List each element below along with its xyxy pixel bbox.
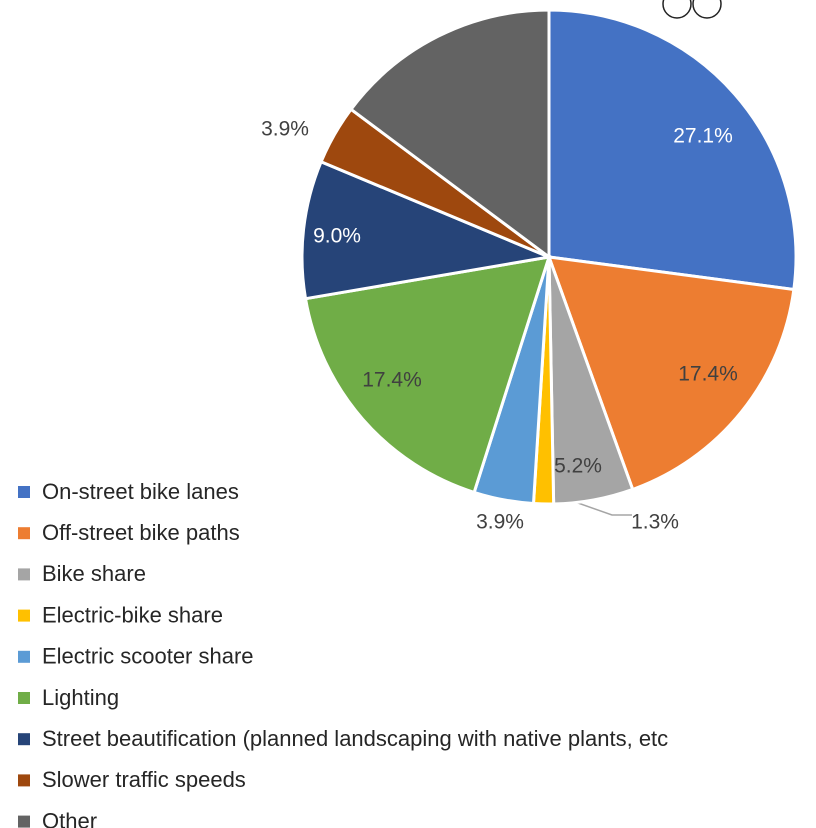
legend-label: Street beautification (planned landscapi… <box>42 726 668 751</box>
icon-circle <box>662 0 692 19</box>
icon-circle <box>692 0 722 19</box>
legend-swatch <box>18 486 30 498</box>
legend-swatch <box>18 568 30 581</box>
legend-label: Other <box>42 808 97 828</box>
legend-label: Lighting <box>42 685 119 710</box>
legend-label: Slower traffic speeds <box>42 767 246 792</box>
legend-label: Electric scooter share <box>42 644 254 669</box>
pie-slice <box>547 8 798 292</box>
pie-slice <box>303 255 552 495</box>
pie-slice <box>348 8 551 260</box>
data-label: 5.2% <box>554 455 602 478</box>
legend-swatch <box>18 774 30 787</box>
pie-slice <box>300 159 555 301</box>
data-label: 27.1% <box>673 125 733 148</box>
data-label: 1.3% <box>631 511 679 534</box>
legend-swatch <box>18 815 30 828</box>
legend-label: Off-street bike paths <box>42 520 240 545</box>
legend-label: Bike share <box>42 561 146 586</box>
data-label: 3.9% <box>476 511 524 534</box>
legend-swatch <box>18 692 30 704</box>
legend-swatch <box>18 527 30 540</box>
legend-swatch <box>18 733 30 746</box>
data-label: 17.4% <box>678 363 738 386</box>
data-label: 9.0% <box>313 225 361 248</box>
legend-label: On-street bike lanes <box>42 479 239 504</box>
legend-swatch <box>18 609 30 622</box>
pie-slice <box>546 255 796 492</box>
data-label: 17.4% <box>362 369 422 392</box>
legend-label: Electric-bike share <box>42 602 223 627</box>
data-label: 3.9% <box>261 118 309 141</box>
legend-swatch <box>18 650 30 663</box>
